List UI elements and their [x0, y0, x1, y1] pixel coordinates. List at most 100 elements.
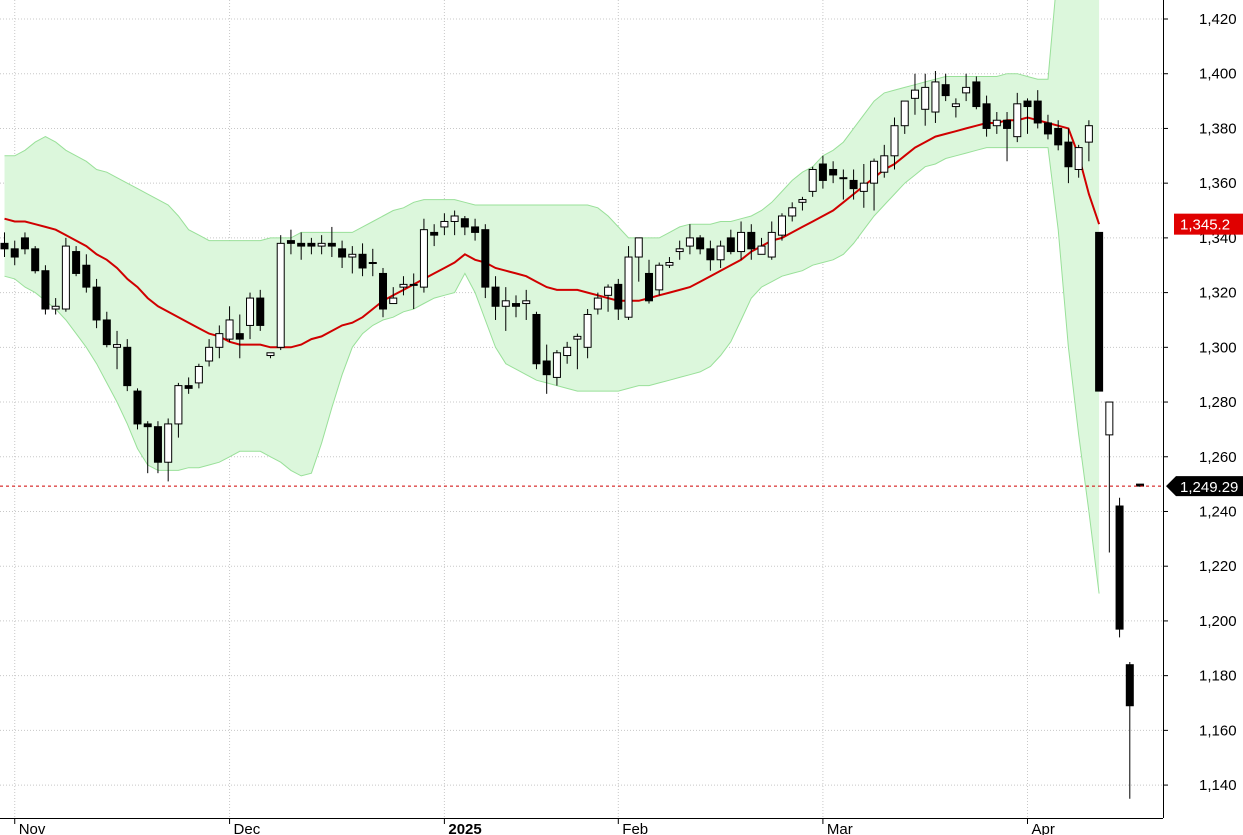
candle-body — [1095, 231, 1104, 392]
candles — [0, 70, 1145, 799]
candle-body — [767, 231, 776, 258]
candle — [1043, 114, 1052, 140]
candle-body — [951, 103, 960, 108]
candle-body — [491, 286, 500, 307]
candle-body — [501, 300, 510, 307]
candle — [256, 289, 265, 331]
candle — [184, 377, 193, 394]
candle-body — [583, 313, 592, 348]
candle — [153, 421, 162, 474]
candle — [644, 259, 653, 304]
candle-body — [798, 199, 807, 203]
candle — [235, 314, 244, 359]
candle — [941, 73, 950, 102]
y-tick-label: 1,240 — [1199, 503, 1237, 520]
candle-body — [839, 177, 848, 180]
candle-body — [910, 89, 919, 99]
candle — [92, 278, 101, 329]
candle-body — [235, 333, 244, 340]
y-tick-label: 1,160 — [1199, 722, 1237, 739]
y-tick-label: 1,180 — [1199, 668, 1237, 685]
candle — [512, 295, 520, 318]
candle-body — [113, 344, 122, 348]
candle — [133, 388, 142, 430]
candle — [450, 210, 459, 236]
candle-body — [246, 297, 255, 326]
candle — [798, 196, 807, 211]
candle — [1095, 231, 1104, 392]
candle — [900, 100, 909, 134]
candle-body — [1125, 664, 1134, 707]
candle — [338, 240, 347, 268]
y-tick-label: 1,360 — [1199, 175, 1237, 192]
candle-body — [931, 81, 940, 113]
candle-body — [123, 346, 132, 387]
candle — [685, 224, 694, 255]
candle — [307, 237, 316, 255]
candle — [675, 240, 684, 260]
candle-body — [20, 237, 29, 250]
band-fill — [4, 0, 1100, 594]
candle — [1064, 128, 1073, 184]
candle — [194, 363, 203, 389]
candle — [859, 164, 868, 208]
candle-body — [409, 283, 418, 286]
candle — [61, 237, 70, 312]
candle — [1013, 92, 1022, 143]
candle-body — [31, 248, 40, 272]
candle-body — [225, 319, 234, 340]
candle-body — [716, 245, 725, 261]
candle-body — [1105, 401, 1114, 436]
candle-body — [82, 264, 91, 288]
candle-body — [419, 229, 428, 288]
candle — [51, 298, 60, 315]
candle — [348, 246, 357, 274]
candle-body — [430, 231, 439, 236]
candle-body — [307, 242, 316, 247]
candle — [205, 339, 214, 367]
candle-body — [685, 237, 694, 247]
candle — [665, 257, 674, 268]
candle — [910, 73, 919, 115]
candle — [460, 215, 469, 236]
candle-body — [1074, 147, 1083, 170]
candle — [72, 246, 81, 277]
candle — [563, 341, 572, 364]
candle — [890, 117, 899, 170]
candle — [113, 330, 122, 370]
candle — [921, 73, 930, 126]
candle-body — [174, 385, 183, 425]
candle — [1003, 112, 1012, 162]
candle — [880, 144, 889, 178]
candle-body — [614, 283, 623, 310]
candle-body — [859, 182, 868, 192]
candle-body — [818, 163, 827, 181]
x-tick-label: Feb — [622, 821, 648, 835]
candle-body — [644, 272, 653, 302]
candle-body — [379, 272, 388, 310]
candle — [818, 155, 827, 189]
candle — [726, 229, 735, 255]
candle-body — [1115, 505, 1124, 630]
candle — [614, 278, 623, 320]
candle-body — [440, 220, 449, 228]
candle-body — [266, 352, 275, 357]
candle-body — [726, 237, 735, 253]
candle — [655, 262, 664, 296]
candle — [1105, 401, 1114, 553]
candle — [286, 229, 295, 255]
candle — [481, 224, 490, 299]
candle-body — [777, 215, 786, 236]
candle-body — [972, 81, 981, 108]
candle-body — [276, 242, 285, 348]
candle-body — [1084, 125, 1093, 143]
candle — [737, 221, 746, 260]
candle — [573, 333, 582, 370]
y-tick-label: 1,200 — [1199, 613, 1237, 630]
candle — [1115, 497, 1124, 638]
candle — [358, 243, 367, 277]
candle — [777, 213, 786, 241]
moving-average — [4, 116, 1101, 349]
candle-body — [665, 262, 674, 266]
candle-body — [552, 352, 561, 378]
